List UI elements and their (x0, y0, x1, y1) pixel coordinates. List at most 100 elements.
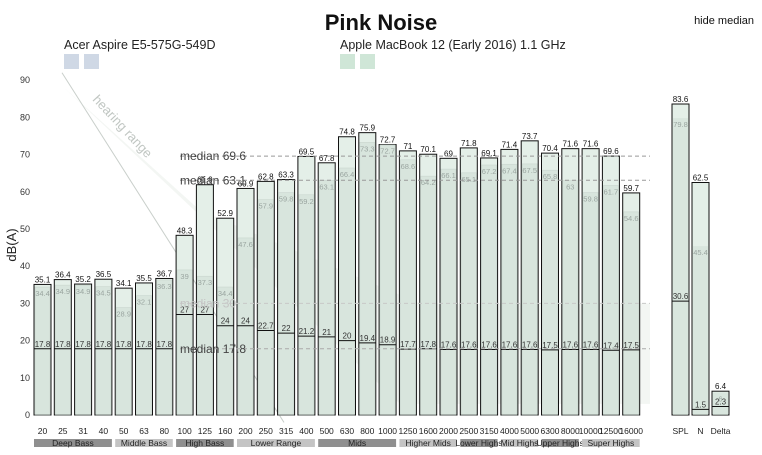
bar-ghost-value-label: 67.5 (522, 166, 537, 175)
bar-acer-10000 (582, 192, 599, 416)
range-band (237, 439, 315, 447)
bar-ghost-value-label: 34.4 (218, 289, 233, 298)
bar-ghost-value-label: 34.5 (96, 289, 111, 298)
range-label: Mid Highs (501, 438, 539, 448)
bar-ghost-value-label: 64.2 (421, 178, 436, 187)
range-band (500, 439, 539, 447)
bar-secondary-label: 17.5 (623, 341, 639, 350)
range-label: High Bass (186, 438, 225, 448)
bar-ghost-value-label: 36.3 (157, 282, 172, 291)
bar-secondary-label: 17.6 (441, 341, 457, 350)
x-tick-label: 40 (99, 426, 109, 436)
range-label: Middle Bass (121, 438, 167, 448)
summary-ghost-label: 45.4 (693, 248, 708, 257)
x-tick-label: 63 (139, 426, 149, 436)
median-label: median 17.8 (180, 342, 246, 356)
range-band (318, 439, 397, 447)
bar-value-label: 72.7 (380, 136, 396, 145)
bar-secondary-label: 17.6 (461, 341, 477, 350)
bar-acer-250 (257, 199, 274, 416)
bar-acer-2500 (460, 172, 477, 416)
bar-ghost-value-label: 59.8 (279, 195, 294, 204)
x-tick-label: 800 (360, 426, 374, 436)
y-tick-label: 20 (20, 336, 30, 346)
x-tick-label: 1000 (378, 426, 397, 436)
bar-ghost-value-label: 63.1 (319, 182, 334, 191)
bar-acer-40 (95, 286, 112, 416)
x-tick-label: 25 (58, 426, 68, 436)
bar-ghost-value-label: 66.4 (340, 170, 355, 179)
x-tick-label: 80 (160, 426, 170, 436)
bar-value-label: 36.7 (157, 269, 173, 278)
bar-value-label: 69.5 (299, 147, 315, 156)
bar-acer-2000 (440, 168, 457, 416)
y-tick-label: 40 (20, 261, 30, 271)
x-tick-label: 3150 (480, 426, 499, 436)
y-tick-label: 70 (20, 150, 30, 160)
bar-ghost-value-label: 32.1 (137, 298, 152, 307)
bar-ghost-value-label: 61.7 (604, 187, 619, 196)
x-tick-label: 1600 (419, 426, 438, 436)
bar-value-label: 71.6 (563, 140, 579, 149)
device-swatch-acer[interactable] (64, 54, 79, 69)
bar-secondary-label: 27 (200, 306, 209, 315)
bar-acer-1000 (379, 144, 396, 416)
x-tick-label: 630 (340, 426, 354, 436)
bar-acer-31 (75, 284, 91, 416)
bar-ghost-value-label: 66.1 (441, 171, 456, 180)
x-tick-label: 250 (259, 426, 273, 436)
x-tick-label: 160 (218, 426, 232, 436)
x-tick-label: 500 (320, 426, 334, 436)
bar-secondary-label: 17.6 (522, 341, 538, 350)
x-tick-label: 2500 (459, 426, 478, 436)
bar-acer-160 (217, 286, 233, 416)
hearing-range-label: hearing range (90, 92, 156, 161)
bar-value-label: 35.5 (136, 274, 152, 283)
bar-value-label: 69.1 (481, 149, 497, 158)
bar-secondary-label: 21.2 (299, 327, 315, 336)
median-label: median 69.6 (180, 149, 246, 163)
bar-secondary-label: 17.7 (400, 340, 416, 349)
bar-value-label: 36.5 (96, 270, 112, 279)
bar-ghost-value-label: 67.4 (502, 166, 517, 175)
y-tick-label: 60 (20, 187, 30, 197)
bar-acer-630 (339, 167, 355, 416)
x-tick-label: 1250 (398, 426, 417, 436)
y-tick-label: 30 (20, 298, 30, 308)
y-axis-label: dB(A) (4, 228, 19, 261)
bar-acer-400 (298, 194, 315, 416)
bar-value-label: 48.3 (177, 226, 193, 235)
bar-acer-125 (197, 275, 213, 416)
summary-ghost-label: 6 (718, 395, 722, 404)
bar-value-label: 73.7 (522, 132, 538, 141)
bar-secondary-label: 17.6 (563, 341, 579, 350)
hide-median-link[interactable]: hide median (694, 15, 754, 27)
x-tick-label: 4000 (500, 426, 519, 436)
device-swatch-apple-2[interactable] (360, 54, 375, 69)
x-tick-label: 20 (38, 426, 48, 436)
y-tick-label: 90 (20, 75, 30, 85)
summary-value-label: 83.6 (673, 95, 689, 104)
bar-value-label: 36.4 (55, 271, 71, 280)
bar-value-label: 62.8 (258, 172, 274, 181)
bar-ghost-value-label: 28.9 (116, 309, 131, 318)
summary-x-label: N (697, 426, 703, 436)
device-swatch-acer-2[interactable] (84, 54, 99, 69)
bar-value-label: 59.7 (623, 184, 639, 193)
bar-value-label: 69 (444, 149, 453, 158)
device-swatch-apple[interactable] (340, 54, 355, 69)
bar-ghost-value-label: 73.3 (360, 144, 375, 153)
bar-value-label: 60.9 (238, 179, 254, 188)
bar-secondary-label: 17.5 (542, 341, 558, 350)
bar-acer-12500 (603, 185, 619, 416)
range-label: Lower Highs (455, 438, 502, 448)
bar-ghost-value-label: 59.2 (299, 197, 314, 206)
bar-ghost-value-label: 37.3 (198, 278, 213, 287)
range-label: Lower Range (251, 438, 302, 448)
bar-secondary-label: 20 (343, 332, 352, 341)
bar-value-label: 75.9 (360, 124, 376, 133)
range-band (34, 439, 112, 447)
bar-ghost-value-label: 47.6 (238, 240, 253, 249)
x-tick-label: 8000 (561, 426, 580, 436)
